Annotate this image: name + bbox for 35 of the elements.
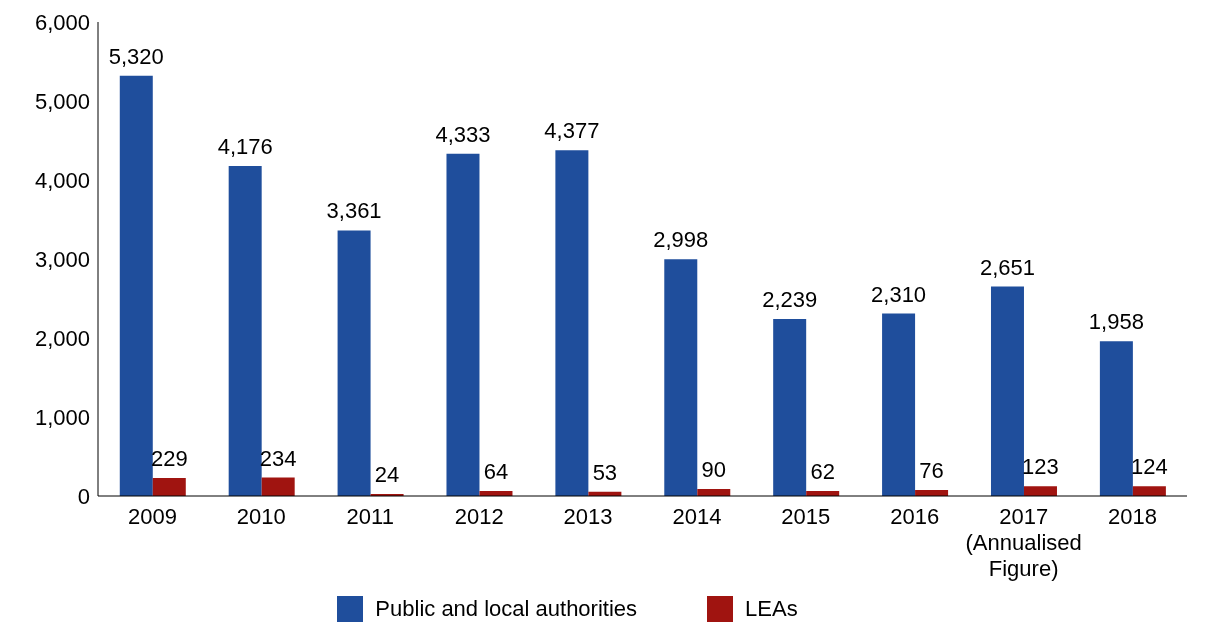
- data-label: 53: [592, 459, 618, 485]
- x-tick-label: 2018: [1108, 504, 1158, 529]
- y-tick-label: 2,000: [34, 325, 90, 351]
- x-tick-label: 2015: [781, 504, 831, 529]
- y-tick-label: 3,000: [34, 246, 90, 272]
- y-tick-label: 1,000: [34, 404, 90, 430]
- legend-label: LEAs: [745, 596, 798, 622]
- y-tick-label: 0: [77, 483, 90, 509]
- x-tick-label: 2010: [236, 504, 286, 529]
- x-tick-label: 2016: [890, 504, 940, 529]
- data-label: 2,998: [653, 227, 709, 253]
- data-label: 4,377: [544, 118, 600, 144]
- data-label: 64: [483, 458, 509, 484]
- x-tick-label: 2014: [672, 504, 722, 529]
- x-tick-label: 2011: [346, 504, 394, 529]
- data-label: 24: [374, 462, 400, 488]
- y-tick-label: 6,000: [34, 9, 90, 35]
- data-label: 4,333: [435, 121, 491, 147]
- x-tick-label: 2013: [563, 504, 613, 529]
- data-label: 62: [810, 459, 835, 485]
- y-tick-label: 4,000: [34, 167, 90, 193]
- x-tick-label: 2017 (Annualised Figure): [965, 504, 1082, 581]
- data-label: 2,310: [871, 281, 927, 307]
- data-label: 2,239: [762, 287, 818, 313]
- data-label: 76: [919, 458, 944, 483]
- data-label: 4,176: [217, 134, 273, 160]
- data-label: 2,651: [979, 254, 1036, 280]
- legend-label: Public and local authorities: [375, 596, 638, 622]
- data-label: 1,958: [1088, 309, 1144, 335]
- x-tick-label: 2012: [454, 504, 504, 529]
- data-label: 5,320: [108, 43, 164, 69]
- data-label: 3,361: [326, 198, 382, 224]
- y-tick-label: 5,000: [34, 88, 90, 114]
- x-tick-label: 2009: [127, 504, 177, 529]
- data-label: 90: [701, 456, 727, 482]
